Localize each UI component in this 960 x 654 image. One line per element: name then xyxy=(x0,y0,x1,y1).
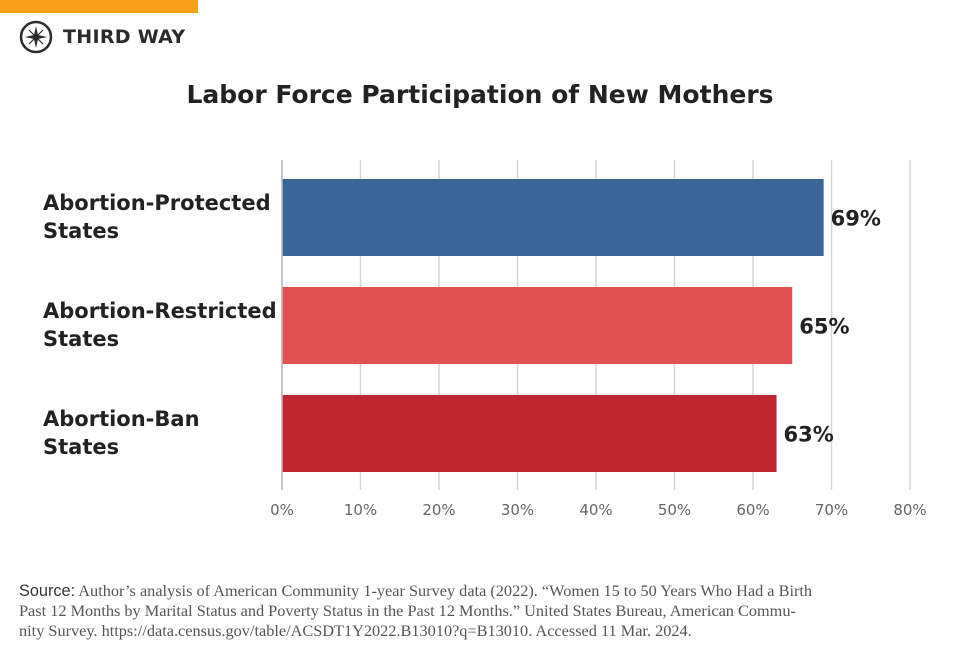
logo-text: THIRD WAY xyxy=(63,26,186,48)
bar-chart: 0% 10% 20% 30% 40% 50% 60% 70% 80% 69% 65% 63% xyxy=(270,160,927,519)
category-label-line: Abortion-Protected xyxy=(43,191,271,215)
category-label: Abortion-Restricted States xyxy=(43,297,278,353)
category-label-line: States xyxy=(43,219,120,243)
x-tick-label: 80% xyxy=(893,501,926,519)
source-note: Source: Author’s analysis of American Co… xyxy=(19,581,812,641)
x-tick-label: 60% xyxy=(736,501,769,519)
x-tick-label: 50% xyxy=(658,501,691,519)
compass-star-icon xyxy=(19,20,53,54)
x-tick-label: 20% xyxy=(422,501,455,519)
source-label: Source: xyxy=(19,582,76,600)
category-label: Abortion-Protected States xyxy=(43,189,278,245)
source-line: nity Survey. https://data.census.gov/tab… xyxy=(19,621,692,640)
bar xyxy=(282,179,824,256)
x-tick-label: 70% xyxy=(815,501,848,519)
data-label: 69% xyxy=(831,207,881,231)
data-label: 65% xyxy=(799,315,849,339)
category-label-line: Abortion-Ban xyxy=(43,407,200,431)
source-line: Author’s analysis of American Community … xyxy=(78,581,813,600)
bar xyxy=(282,395,777,472)
category-label-line: Abortion-Restricted xyxy=(43,299,277,323)
bar xyxy=(282,287,793,364)
source-line: Past 12 Months by Marital Status and Pov… xyxy=(19,601,796,620)
x-tick-label: 30% xyxy=(501,501,534,519)
x-tick-label: 0% xyxy=(270,501,294,519)
accent-bar xyxy=(0,0,198,13)
x-tick-label: 40% xyxy=(579,501,612,519)
category-label-line: States xyxy=(43,327,120,351)
chart-title: Labor Force Participation of New Mothers xyxy=(186,80,774,109)
x-tick-label: 10% xyxy=(344,501,377,519)
logo: THIRD WAY xyxy=(19,20,185,54)
category-label: Abortion-Ban States xyxy=(43,405,278,461)
data-label: 63% xyxy=(784,423,834,447)
category-label-line: States xyxy=(43,435,120,459)
